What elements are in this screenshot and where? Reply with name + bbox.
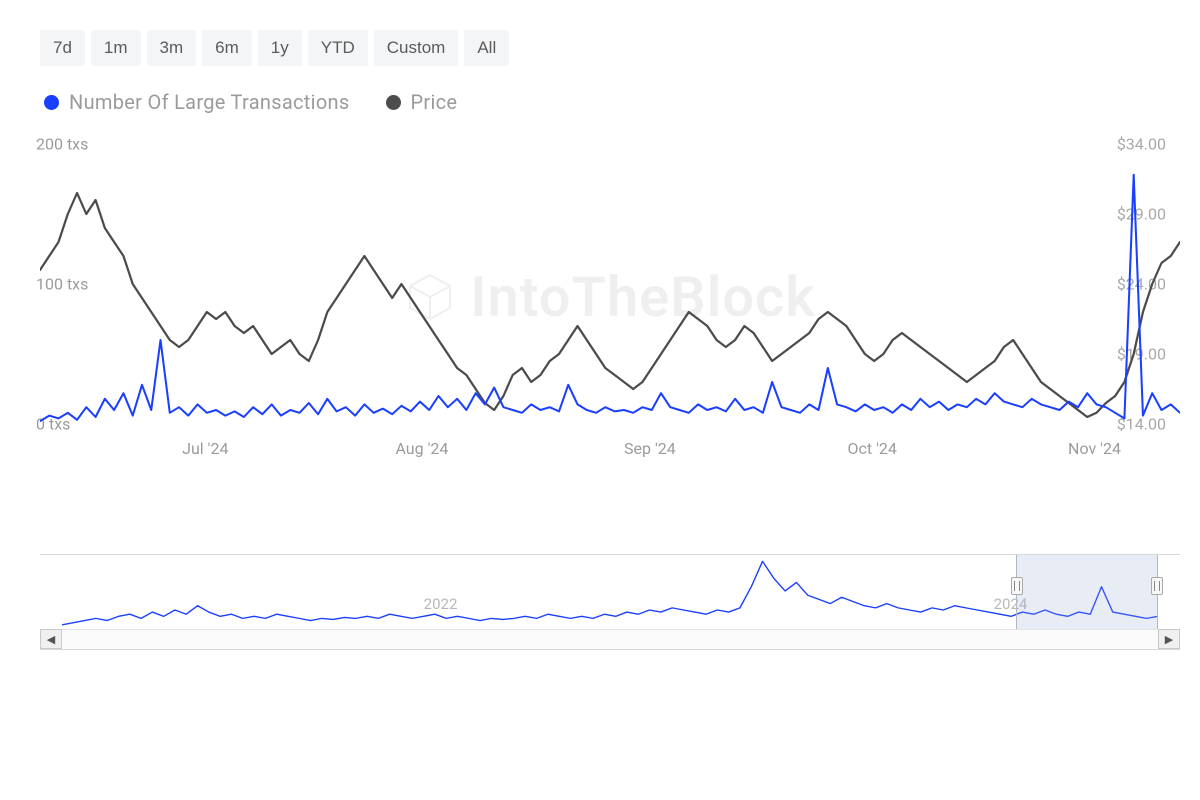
range-navigator[interactable]: 20222024 ◀ ▶ xyxy=(40,554,1180,650)
legend-dot xyxy=(44,95,59,110)
range-ytd[interactable]: YTD xyxy=(308,30,368,66)
legend-item[interactable]: Price xyxy=(386,90,458,114)
range-custom[interactable]: Custom xyxy=(374,30,459,66)
navigator-scroll-rail[interactable] xyxy=(62,629,1158,649)
navigator-chart xyxy=(62,555,1158,629)
time-range-selector: 7d1m3m6m1yYTDCustomAll xyxy=(40,30,1180,66)
legend-item[interactable]: Number Of Large Transactions xyxy=(44,90,350,114)
legend-dot xyxy=(386,95,401,110)
main-chart-svg[interactable] xyxy=(40,144,1180,424)
range-6m[interactable]: 6m xyxy=(202,30,252,66)
range-7d[interactable]: 7d xyxy=(40,30,85,66)
main-chart[interactable]: IntoTheBlock 0 txs100 txs200 txs $14.00$… xyxy=(40,144,1180,514)
range-all[interactable]: All xyxy=(464,30,509,66)
legend-label: Price xyxy=(411,90,458,114)
range-1m[interactable]: 1m xyxy=(91,30,141,66)
navigator-window[interactable] xyxy=(1016,555,1158,629)
range-3m[interactable]: 3m xyxy=(147,30,197,66)
navigator-scroll-right[interactable]: ▶ xyxy=(1158,629,1180,649)
legend-label: Number Of Large Transactions xyxy=(69,90,350,114)
navigator-handle-right[interactable] xyxy=(1151,577,1163,595)
navigator-year-label: 2022 xyxy=(424,595,458,613)
x-axis: Jul '24Aug '24Sep '24Oct '24Nov '24 xyxy=(40,439,1180,463)
range-1y[interactable]: 1y xyxy=(258,30,302,66)
navigator-handle-left[interactable] xyxy=(1011,577,1023,595)
navigator-scroll-left[interactable]: ◀ xyxy=(40,629,62,649)
chart-legend: Number Of Large Transactions Price xyxy=(40,90,1180,114)
